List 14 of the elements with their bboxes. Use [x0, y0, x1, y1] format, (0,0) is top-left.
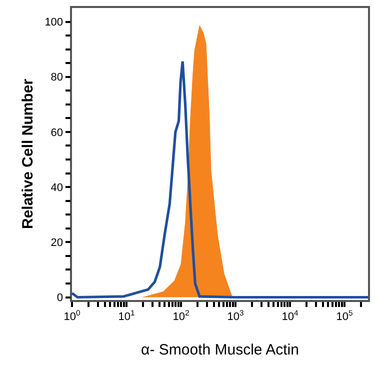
x-tick-label: 10$^{3}$ [227, 308, 244, 323]
y-tick-label: 60 [50, 126, 64, 139]
x-tick-label: 10$^{0}$ [64, 308, 80, 323]
y-tick-label: 40 [50, 182, 64, 194]
y-axis-title: Relative Cell Number [19, 78, 36, 230]
x-tick-label: 10$^{5}$ [336, 308, 353, 323]
y-tick-label: 100 [44, 16, 64, 29]
x-tick-label: 10$^{4}$ [282, 308, 299, 323]
x-tick-label: 10$^{2}$ [172, 308, 190, 323]
y-tick-label: 80 [50, 72, 64, 84]
y-tick-label: 0 [56, 292, 64, 304]
x-axis-title: α- Smooth Muscle Actin [141, 341, 299, 358]
y-tick-label: 20 [50, 237, 64, 249]
x-tick-label: 10$^{1}$ [118, 308, 135, 323]
